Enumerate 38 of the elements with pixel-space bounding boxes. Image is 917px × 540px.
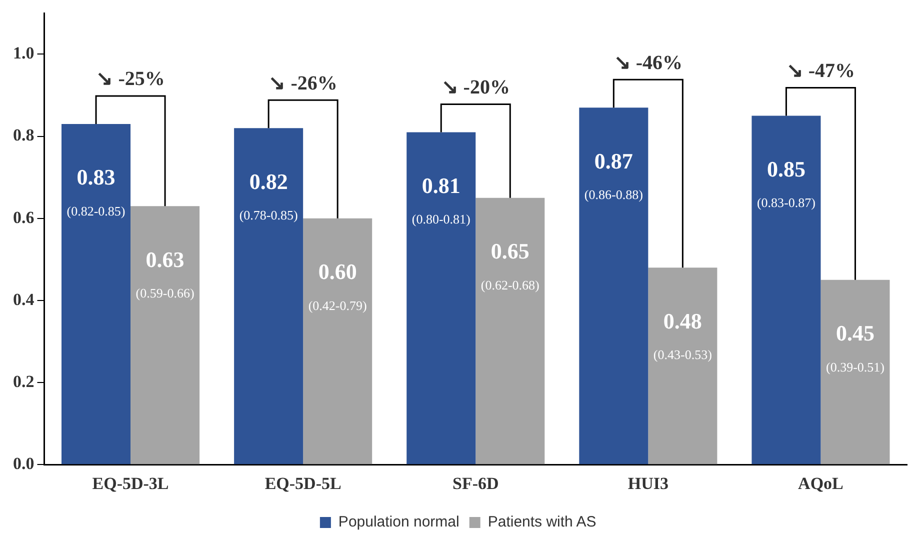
data-label: 0.85 (0.83-0.87) xyxy=(756,156,816,210)
data-label: 0.83 (0.82-0.85) xyxy=(66,164,126,218)
bar xyxy=(130,206,200,464)
data-label: 0.81 (0.80-0.81) xyxy=(412,172,470,227)
data-label: 0.45 (0.39-0.51) xyxy=(826,320,884,374)
y-tick-label: 0.8 xyxy=(13,126,34,145)
data-label: 0.63 (0.59-0.66) xyxy=(136,246,194,300)
bar xyxy=(62,124,131,464)
annotation: ↘ -20% xyxy=(441,76,510,98)
bar xyxy=(234,128,304,464)
data-label: 0.82 (0.78-0.85) xyxy=(239,168,298,223)
y-tick-label: 0.2 xyxy=(13,372,34,391)
bar xyxy=(476,198,545,464)
bar xyxy=(406,132,476,464)
y-tick-label: 0.6 xyxy=(13,208,34,227)
y-tick-label: 0.0 xyxy=(13,454,34,473)
data-label: 0.65 (0.62-0.68) xyxy=(480,238,540,292)
annotation: ↘ -47% xyxy=(786,60,856,82)
x-tick-label: EQ-5D-5L xyxy=(264,474,342,494)
y-tick-label: 0.4 xyxy=(13,290,35,309)
legend-label: Patients with AS xyxy=(488,514,596,531)
x-tick-label: AQoL xyxy=(798,474,844,494)
data-label: 0.48 (0.43-0.53) xyxy=(653,308,712,362)
bar xyxy=(648,268,718,464)
data-label: 0.60 (0.42-0.79) xyxy=(308,259,367,313)
bar xyxy=(752,116,821,464)
x-tick-label: EQ-5D-3L xyxy=(92,474,169,494)
bar xyxy=(820,280,890,464)
annotation: ↘ -26% xyxy=(268,72,338,94)
bar xyxy=(303,218,372,464)
legend-label: Population normal xyxy=(338,514,460,531)
x-tick-label: SF-6D xyxy=(452,474,499,494)
y-tick-label: 1.0 xyxy=(13,44,34,63)
annotation: ↘ -25% xyxy=(96,68,165,90)
annotation: ↘ -46% xyxy=(614,52,683,74)
data-label: 0.87 (0.86-0.88) xyxy=(584,148,643,202)
bar xyxy=(579,108,648,464)
x-tick-label: HUI3 xyxy=(628,474,668,494)
